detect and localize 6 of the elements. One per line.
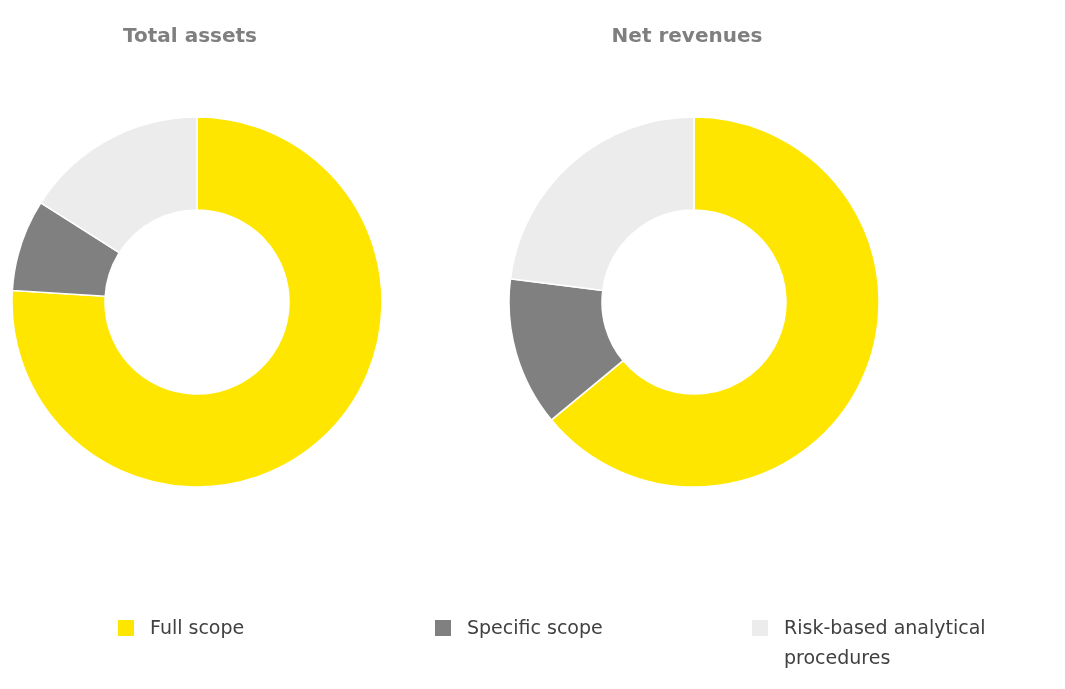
legend-label: Full scope [150, 616, 245, 638]
legend-label: Specific scope [467, 616, 603, 638]
donut-slice [11, 116, 383, 488]
chart-title: Total assets [123, 23, 257, 47]
chart-title: Net revenues [611, 23, 763, 47]
legend-label: Risk-based analytical procedures [784, 616, 986, 668]
